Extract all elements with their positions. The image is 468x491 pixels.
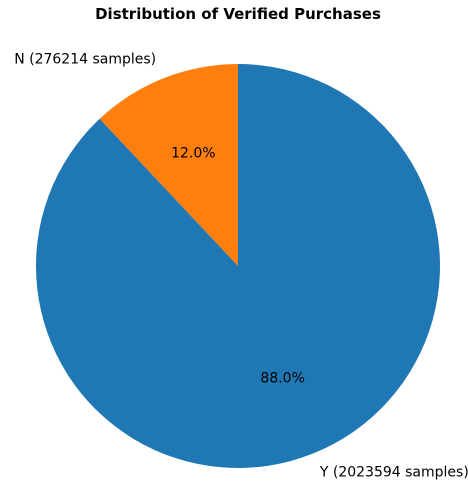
pie-slices xyxy=(36,63,440,469)
percent-label-n: 12.0% xyxy=(171,145,215,161)
slice-label-n: N (276214 samples) xyxy=(14,51,156,67)
slice-label-y: Y (2023594 samples) xyxy=(319,465,468,481)
pie-slice-y xyxy=(36,63,440,469)
pie-labels: 12.0% N (276214 samples) 88.0% Y (2023594 s… xyxy=(14,51,468,480)
chart-title: Distribution of Verified Purchases xyxy=(95,5,381,23)
pie-slice-n xyxy=(99,64,238,266)
percent-label-y: 88.0% xyxy=(260,371,304,387)
